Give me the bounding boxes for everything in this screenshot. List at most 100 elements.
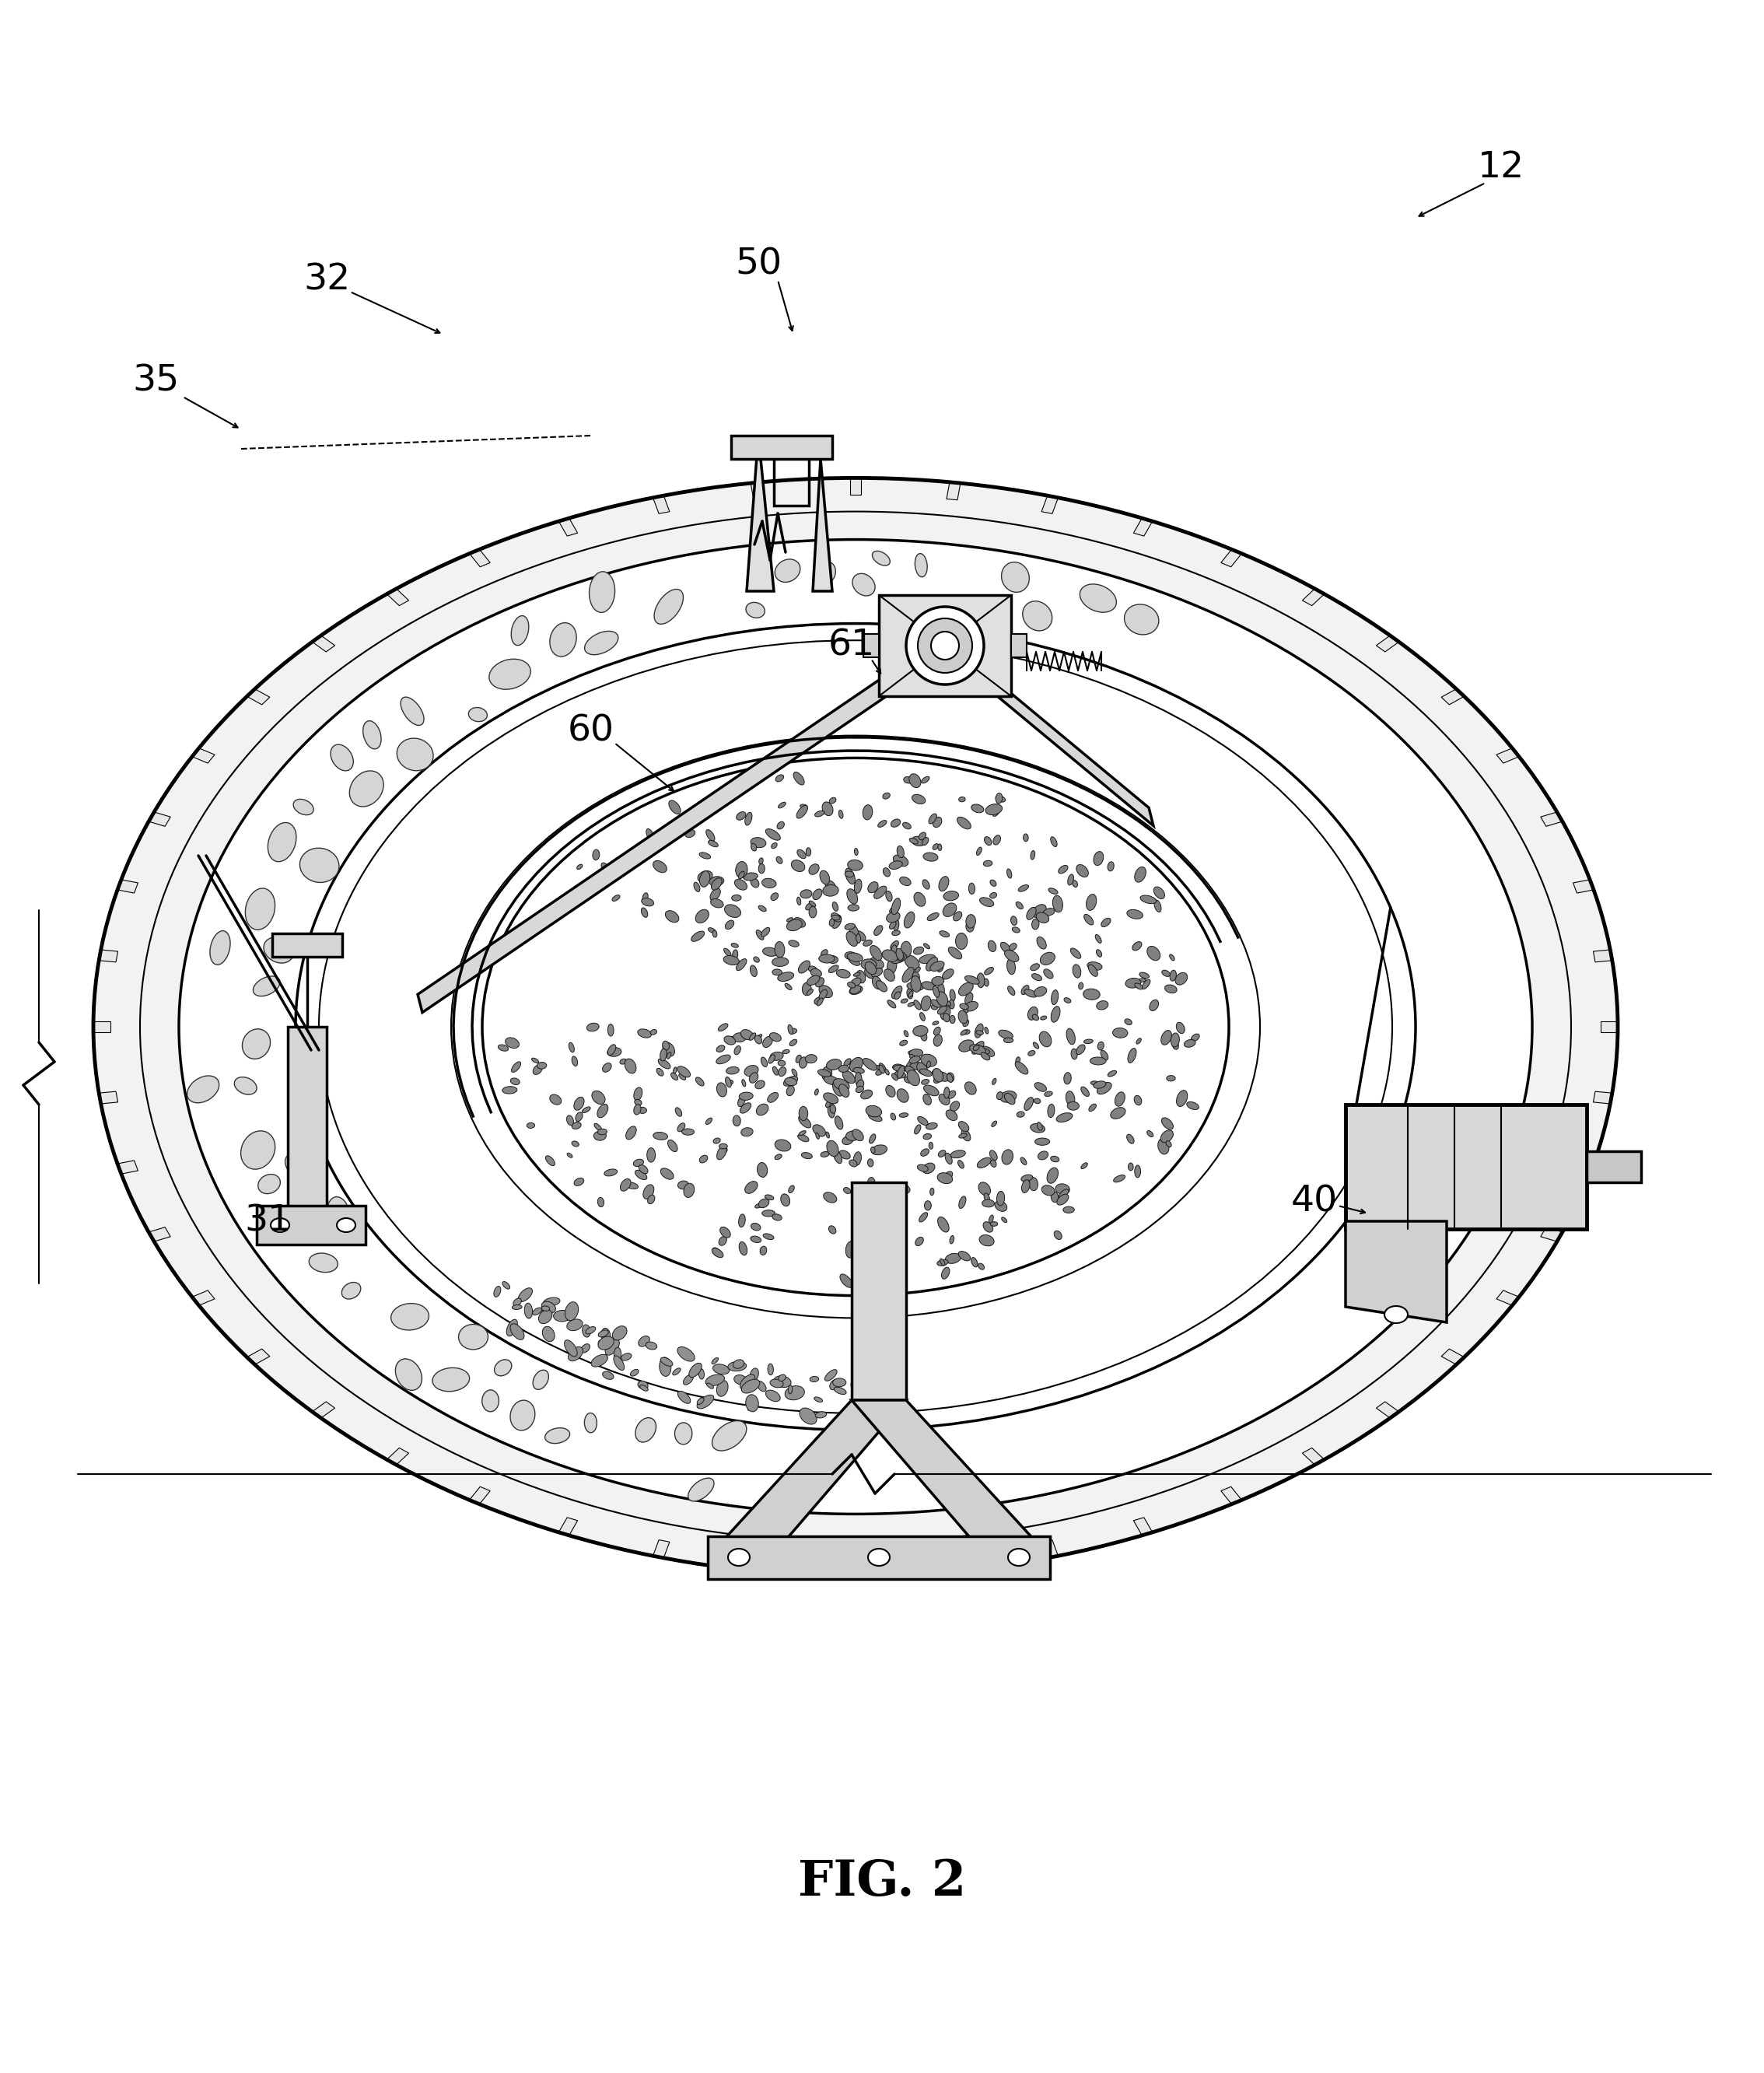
Ellipse shape bbox=[850, 1061, 857, 1070]
Ellipse shape bbox=[699, 1368, 704, 1379]
Ellipse shape bbox=[512, 1061, 520, 1072]
Polygon shape bbox=[418, 636, 947, 1012]
Ellipse shape bbox=[968, 883, 975, 893]
Ellipse shape bbox=[1184, 1041, 1196, 1047]
Polygon shape bbox=[850, 479, 861, 495]
Ellipse shape bbox=[810, 864, 818, 875]
Ellipse shape bbox=[609, 1024, 614, 1036]
Ellipse shape bbox=[887, 958, 896, 974]
Ellipse shape bbox=[767, 1092, 778, 1103]
Ellipse shape bbox=[1055, 1184, 1069, 1194]
Ellipse shape bbox=[774, 560, 801, 583]
Ellipse shape bbox=[949, 1016, 954, 1024]
Ellipse shape bbox=[968, 981, 972, 987]
Polygon shape bbox=[1302, 589, 1325, 605]
Polygon shape bbox=[1441, 688, 1464, 705]
Polygon shape bbox=[1376, 636, 1399, 651]
Ellipse shape bbox=[799, 960, 810, 972]
Ellipse shape bbox=[785, 1387, 804, 1399]
Ellipse shape bbox=[866, 1105, 882, 1117]
Ellipse shape bbox=[1043, 1186, 1055, 1196]
Ellipse shape bbox=[990, 1159, 997, 1167]
Ellipse shape bbox=[759, 858, 764, 864]
Polygon shape bbox=[1041, 1540, 1058, 1559]
Ellipse shape bbox=[919, 1012, 924, 1020]
Ellipse shape bbox=[1032, 904, 1046, 918]
Ellipse shape bbox=[711, 1358, 718, 1364]
Ellipse shape bbox=[863, 1229, 873, 1236]
Ellipse shape bbox=[1037, 1121, 1043, 1130]
Ellipse shape bbox=[861, 1090, 873, 1099]
Ellipse shape bbox=[958, 1252, 970, 1260]
Ellipse shape bbox=[958, 983, 974, 995]
Ellipse shape bbox=[677, 1347, 695, 1362]
Ellipse shape bbox=[624, 852, 635, 867]
Polygon shape bbox=[1134, 1517, 1152, 1536]
Ellipse shape bbox=[778, 972, 794, 981]
Ellipse shape bbox=[916, 553, 928, 576]
Ellipse shape bbox=[949, 999, 954, 1010]
Ellipse shape bbox=[757, 1034, 762, 1039]
Polygon shape bbox=[1011, 634, 1027, 657]
Ellipse shape bbox=[706, 1374, 725, 1385]
Polygon shape bbox=[1302, 1447, 1325, 1466]
Ellipse shape bbox=[870, 945, 882, 960]
Ellipse shape bbox=[572, 1057, 577, 1066]
Ellipse shape bbox=[1141, 978, 1150, 989]
Ellipse shape bbox=[744, 813, 751, 825]
Ellipse shape bbox=[1016, 1057, 1020, 1063]
Ellipse shape bbox=[886, 912, 900, 922]
Ellipse shape bbox=[818, 562, 836, 583]
Ellipse shape bbox=[868, 1177, 875, 1190]
Ellipse shape bbox=[762, 947, 778, 956]
Polygon shape bbox=[148, 813, 171, 827]
Ellipse shape bbox=[824, 1192, 836, 1202]
Ellipse shape bbox=[921, 995, 931, 1012]
Ellipse shape bbox=[771, 844, 778, 848]
Ellipse shape bbox=[760, 927, 769, 937]
Ellipse shape bbox=[1087, 962, 1102, 970]
Ellipse shape bbox=[785, 1078, 797, 1086]
Ellipse shape bbox=[1108, 1070, 1117, 1076]
Ellipse shape bbox=[713, 1248, 721, 1256]
Ellipse shape bbox=[995, 796, 1005, 802]
Ellipse shape bbox=[210, 931, 231, 964]
Polygon shape bbox=[247, 688, 270, 705]
Ellipse shape bbox=[891, 898, 900, 914]
Ellipse shape bbox=[990, 1215, 993, 1223]
Ellipse shape bbox=[797, 898, 801, 906]
Ellipse shape bbox=[801, 1153, 811, 1159]
Ellipse shape bbox=[979, 1049, 990, 1053]
Ellipse shape bbox=[1025, 1097, 1034, 1111]
Ellipse shape bbox=[1161, 1130, 1173, 1142]
Polygon shape bbox=[850, 1559, 861, 1575]
Text: 61: 61 bbox=[829, 628, 875, 663]
Ellipse shape bbox=[432, 1368, 469, 1391]
Ellipse shape bbox=[868, 1113, 882, 1121]
Ellipse shape bbox=[1053, 896, 1062, 912]
Ellipse shape bbox=[734, 1047, 741, 1055]
Ellipse shape bbox=[845, 922, 856, 929]
Ellipse shape bbox=[1147, 1130, 1154, 1136]
Ellipse shape bbox=[1127, 1134, 1134, 1144]
Ellipse shape bbox=[917, 1117, 928, 1126]
Ellipse shape bbox=[787, 1086, 794, 1097]
Ellipse shape bbox=[1034, 1082, 1046, 1092]
Ellipse shape bbox=[1002, 1217, 1007, 1223]
Ellipse shape bbox=[1051, 1157, 1058, 1163]
Ellipse shape bbox=[977, 972, 984, 987]
Polygon shape bbox=[469, 1486, 490, 1505]
Ellipse shape bbox=[644, 1184, 654, 1198]
Ellipse shape bbox=[820, 871, 829, 885]
Ellipse shape bbox=[774, 1140, 790, 1151]
Ellipse shape bbox=[910, 1055, 917, 1059]
Ellipse shape bbox=[847, 931, 857, 945]
Ellipse shape bbox=[653, 860, 667, 873]
Ellipse shape bbox=[983, 860, 993, 867]
Ellipse shape bbox=[750, 1032, 755, 1041]
Ellipse shape bbox=[806, 989, 813, 995]
Ellipse shape bbox=[799, 1057, 808, 1068]
Ellipse shape bbox=[854, 972, 861, 976]
Ellipse shape bbox=[706, 1117, 713, 1124]
Ellipse shape bbox=[1067, 1028, 1074, 1045]
